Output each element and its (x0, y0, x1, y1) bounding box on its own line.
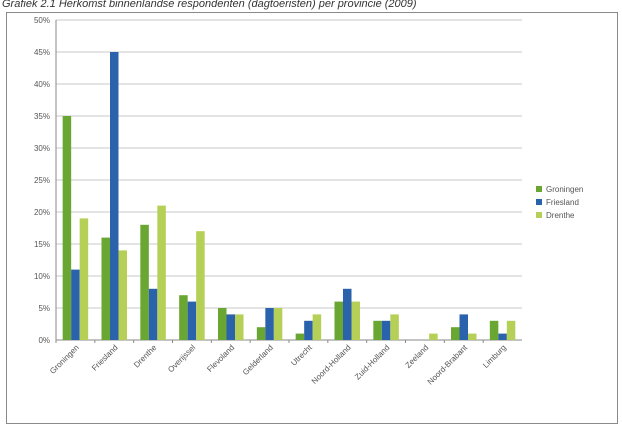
y-tick-label: 0% (38, 336, 50, 345)
x-tick-label: Gelderland (241, 343, 275, 377)
y-tick-label: 25% (34, 176, 50, 185)
y-tick-label: 45% (34, 48, 50, 57)
bar (148, 288, 158, 340)
bar (489, 320, 499, 340)
bar (79, 218, 89, 340)
x-tick-label: Overijssel (166, 343, 197, 374)
bar (334, 301, 343, 340)
bar (110, 52, 119, 340)
y-tick-label: 40% (34, 80, 50, 89)
legend-swatch (536, 212, 542, 218)
bar (140, 224, 149, 340)
bar (235, 314, 244, 340)
bar (256, 327, 266, 340)
bar (468, 333, 477, 340)
legend-label: Drenthe (546, 211, 575, 220)
legend-swatch (536, 186, 542, 192)
legend-label: Groningen (546, 185, 583, 194)
bar (226, 314, 235, 340)
bar (187, 301, 197, 340)
bar (157, 205, 166, 340)
bar (381, 320, 391, 340)
y-tick-label: 15% (34, 240, 50, 249)
y-tick-label: 35% (34, 112, 50, 121)
bar (265, 308, 274, 340)
bar (218, 308, 227, 340)
x-tick-label: Noord-Holland (310, 343, 353, 386)
x-tick-label: Flevoland (205, 343, 236, 374)
bar (312, 314, 322, 340)
bar (373, 320, 382, 340)
bar (118, 250, 127, 340)
bar (498, 333, 507, 340)
x-tick-label: Zeeland (404, 343, 431, 370)
bar (429, 333, 438, 340)
bar (273, 308, 283, 340)
x-tick-label: Drenthe (132, 343, 159, 370)
y-tick-label: 20% (34, 208, 50, 217)
bar (304, 320, 313, 340)
bar (459, 314, 468, 340)
x-tick-label: Utrecht (289, 343, 314, 368)
bar (71, 269, 80, 340)
y-tick-label: 50% (34, 16, 50, 25)
bar (101, 237, 110, 340)
chart-caption: Grafiek 2.1 Herkomst binnenlandse respon… (2, 0, 417, 10)
bar (506, 320, 516, 340)
bar (343, 288, 352, 340)
bar (390, 314, 399, 340)
legend-label: Friesland (546, 198, 579, 207)
x-tick-label: Zuid-Holland (353, 343, 391, 381)
x-tick-label: Friesland (90, 343, 120, 373)
y-tick-label: 30% (34, 144, 50, 153)
bar (351, 301, 360, 340)
x-tick-label: Groningen (48, 343, 81, 376)
bar (451, 327, 460, 340)
x-tick-label: Limburg (481, 343, 508, 370)
bar (179, 295, 188, 340)
legend-swatch (536, 199, 542, 205)
x-tick-label: Noord-Brabant (426, 343, 470, 387)
bar (62, 116, 72, 340)
bar (196, 231, 205, 340)
bar (295, 333, 305, 340)
y-tick-label: 10% (34, 272, 50, 281)
chart-frame (6, 12, 618, 424)
y-tick-label: 5% (38, 304, 50, 313)
